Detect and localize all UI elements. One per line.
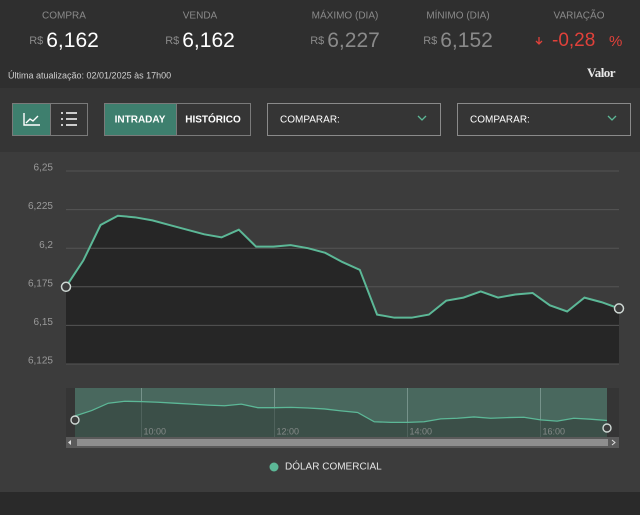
dropdown-arrow [607,115,617,121]
scroll-arrow-left[interactable] [68,440,71,445]
quote-label: COMPRA [42,11,86,22]
navigator-area [75,401,607,437]
navigator-handle[interactable] [70,415,80,425]
price: 6,152 [440,29,493,52]
dropdown-label: COMPARAR: [280,115,340,126]
quote-value: R$ 6,162 [165,29,235,52]
quote-label: VENDA [183,11,218,22]
y-tick-label: 6,175 [28,278,53,289]
update-time: Última atualização: 02/01/2025 às 17h00 [8,70,171,80]
y-tick-label: 6,125 [28,356,53,367]
scrollbar-thumb[interactable] [77,439,608,446]
legend-label: DÓLAR COMERCIAL [285,460,382,473]
quote-label: MÁXIMO (DIA) [312,9,379,22]
historico-tab[interactable] [176,103,251,136]
legend-swatch [269,462,279,472]
logo: Valor [587,65,616,80]
down-arrow [535,37,543,45]
variation-unit: % [609,33,622,50]
price: 6,162 [182,29,235,52]
currency: R$ [310,35,324,47]
end-marker [613,303,625,314]
quote-value: R$ 6,152 [423,29,493,52]
chart-icon [23,113,40,126]
currency: R$ [423,35,437,47]
dropdown-label: COMPARAR: [470,115,530,126]
y-tick-label: 6,225 [28,201,53,212]
tab-label: INTRADAY [115,115,166,126]
area [66,215,619,364]
list-icon [61,112,77,126]
navigator-handle[interactable] [602,423,612,433]
navigator-line [74,400,608,424]
tab-label: HISTÓRICO [185,113,241,126]
price: 6,162 [46,29,99,52]
currency: R$ [165,35,179,47]
end-marker [60,281,72,293]
y-tick-label: 6,15 [34,317,54,328]
quote-label: MÍNIMO (DIA) [426,9,489,22]
currency: R$ [29,35,43,47]
header-bg [0,0,640,88]
dropdown-arrow [417,115,427,121]
price: 6,227 [327,29,380,52]
quote-value: R$ 6,227 [310,29,380,52]
y-tick-label: 6,2 [39,240,53,251]
quote-label: VARIAÇÃO [554,9,605,22]
quote-value: R$ 6,162 [29,29,99,52]
compare-dropdown[interactable] [457,103,631,136]
y-tick-label: 6,25 [34,163,54,174]
intraday-tab[interactable] [104,103,177,136]
footer-bg [0,492,640,515]
line [65,214,620,319]
compare-dropdown[interactable] [267,103,441,136]
variation-value: -0,28 [552,30,595,51]
